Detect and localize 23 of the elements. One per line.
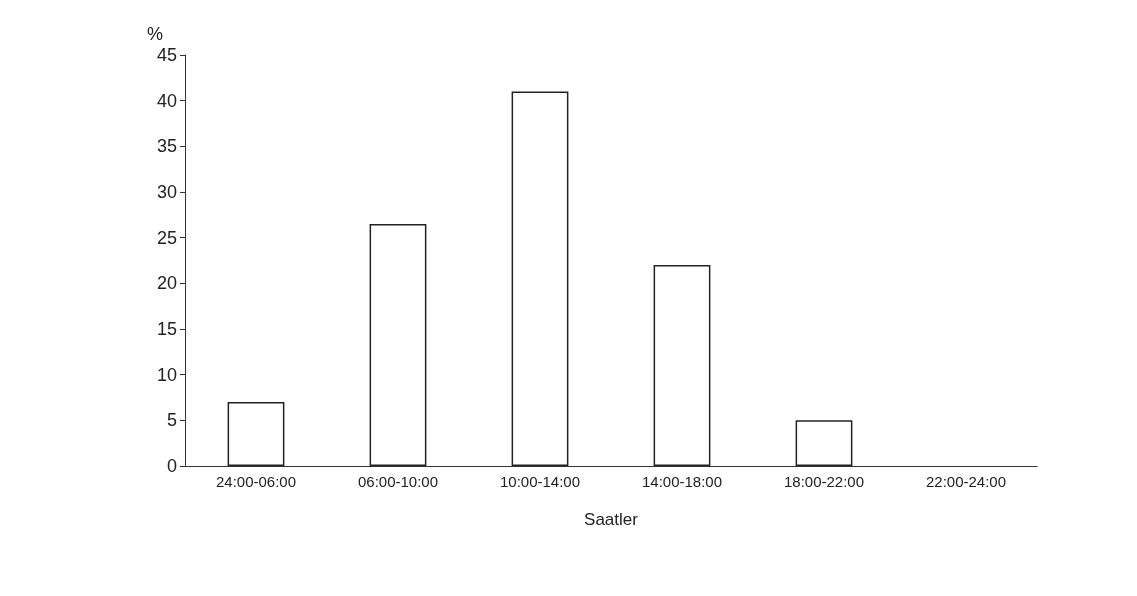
- x-tick-label: 14:00-18:00: [641, 473, 723, 490]
- bar: [227, 402, 285, 466]
- y-tick-label: 35: [156, 136, 177, 157]
- x-tick-label: 18:00-22:00: [783, 473, 865, 490]
- x-axis-title: Saatler: [584, 510, 639, 529]
- bar: [369, 223, 427, 466]
- x-tick-label: 06:00-10:00: [357, 473, 439, 490]
- y-tick-label: 30: [156, 182, 177, 202]
- y-tick-label: 20: [156, 273, 177, 294]
- bar: [511, 91, 569, 466]
- y-tick-label: 10: [156, 364, 177, 385]
- y-tick-label: 40: [156, 90, 177, 111]
- y-axis-title: %: [146, 24, 164, 44]
- y-tick-label: 45: [156, 45, 177, 65]
- bar: [653, 265, 711, 466]
- x-tick-label: 24:00-06:00: [215, 473, 297, 490]
- y-tick-label: 25: [156, 227, 177, 248]
- x-tick-label: 10:00-14:00: [499, 473, 581, 490]
- y-tick-label: 5: [166, 410, 177, 431]
- bar: [795, 420, 853, 466]
- y-tick-label: 0: [166, 456, 177, 476]
- y-tick-label: 15: [156, 319, 177, 339]
- x-tick-label: 22:00-24:00: [925, 473, 1007, 490]
